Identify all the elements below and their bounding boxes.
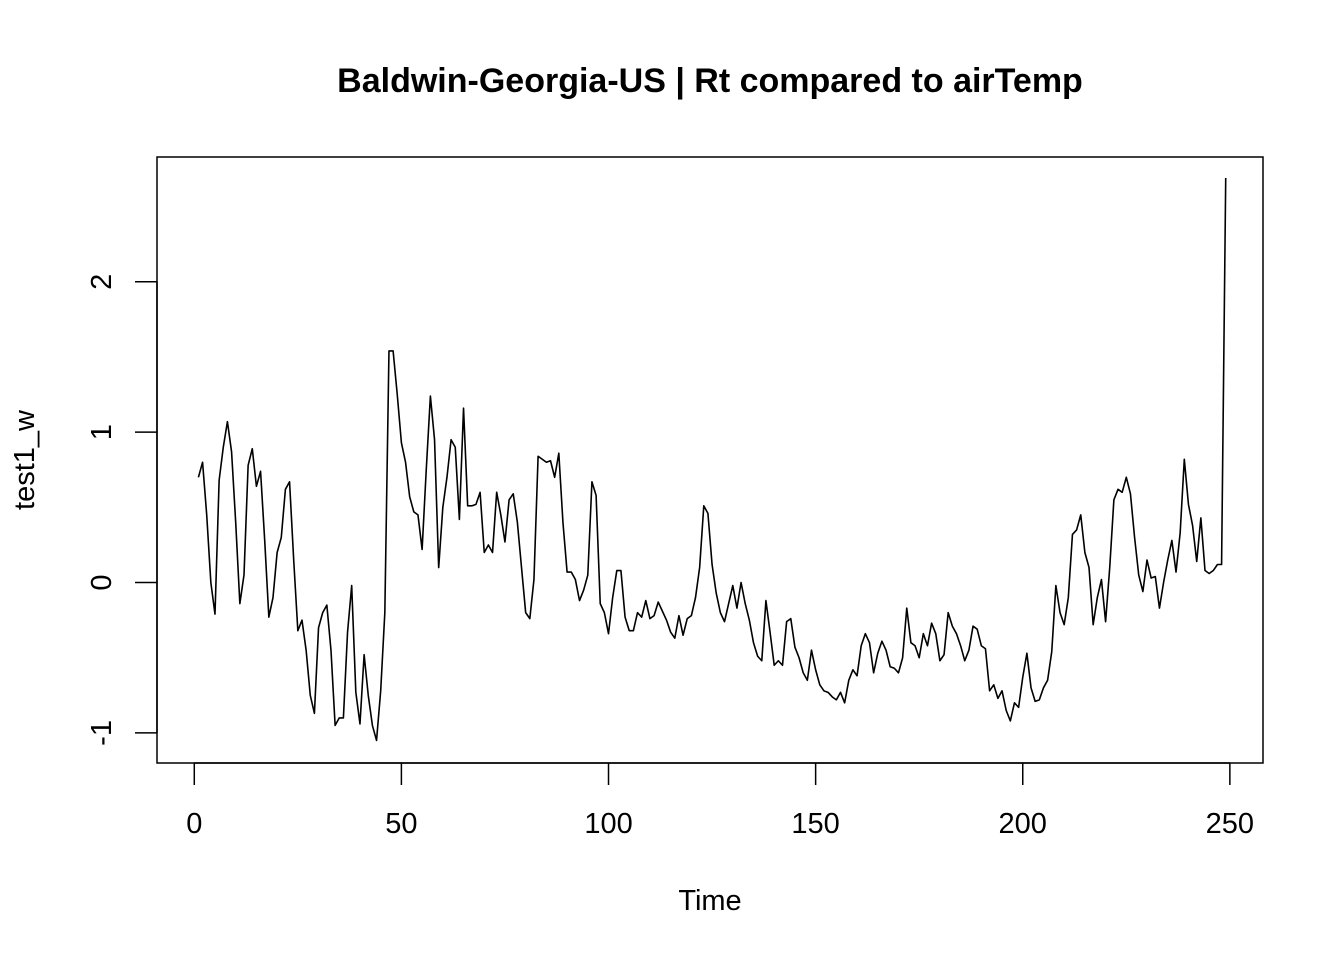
y-tick-label: 1: [86, 424, 118, 440]
y-tick-label: -1: [86, 720, 118, 746]
x-axis-label: Time: [678, 885, 741, 917]
x-tick-label: 50: [385, 808, 417, 840]
plot-frame: [156, 156, 1264, 764]
series-line-test1-w: [197, 178, 1227, 742]
x-tick-label: 0: [186, 808, 202, 840]
x-tick-label: 200: [999, 808, 1047, 840]
y-axis-label: test1_w: [9, 409, 41, 510]
chart-title: Baldwin-Georgia-US | Rt compared to airT…: [337, 62, 1083, 100]
y-tick-label: 2: [86, 274, 118, 290]
y-axis: -1 0 1 2: [86, 274, 158, 746]
y-tick-label: 0: [86, 574, 118, 590]
x-tick-label: 100: [584, 808, 632, 840]
x-tick-label: 250: [1206, 808, 1254, 840]
x-axis: 0 50 100 150 200 250: [186, 762, 1254, 840]
x-tick-label: 150: [791, 808, 839, 840]
